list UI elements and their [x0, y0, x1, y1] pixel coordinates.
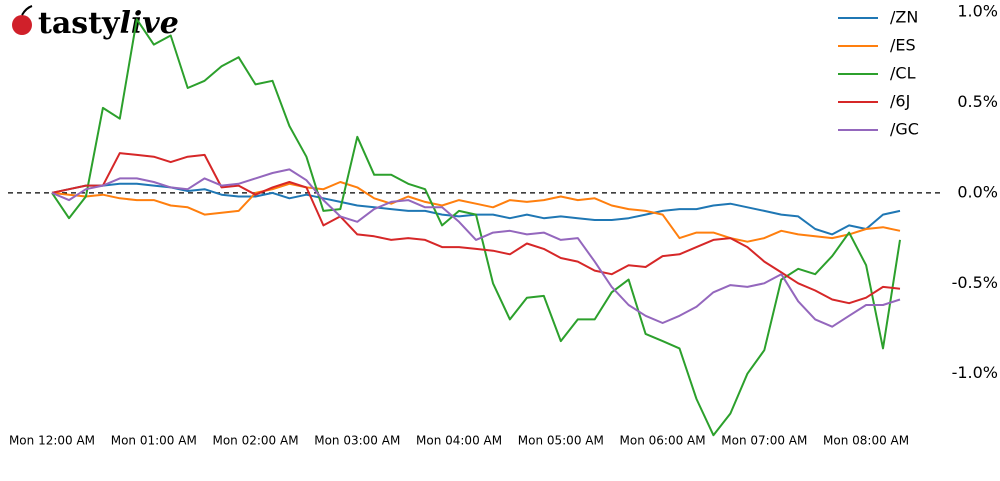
- series-line: [51, 168, 901, 328]
- x-tick-label: Mon 06:00 AM: [620, 434, 706, 448]
- x-tick-label: Mon 04:00 AM: [416, 434, 502, 448]
- series-line: [51, 18, 901, 437]
- series-line: [51, 182, 901, 236]
- logo-stem: [21, 5, 33, 16]
- x-tick-label: Mon 05:00 AM: [518, 434, 604, 448]
- x-tick-label: Mon 01:00 AM: [111, 434, 197, 448]
- x-tick-label: Mon 12:00 AM: [9, 434, 95, 448]
- logo-suffix: live: [119, 6, 178, 41]
- y-tick-label: 1.0%: [957, 2, 998, 21]
- x-tick-label: Mon 07:00 AM: [721, 434, 807, 448]
- y-tick-label: -1.0%: [952, 363, 998, 382]
- logo-prefix: tasty: [38, 6, 121, 41]
- legend-label: /ZN: [890, 8, 918, 27]
- legend-label: /CL: [890, 64, 916, 83]
- x-tick-label: Mon 08:00 AM: [823, 434, 909, 448]
- x-tick-label: Mon 03:00 AM: [314, 434, 400, 448]
- series-line: [51, 152, 901, 305]
- x-tick-label: Mon 02:00 AM: [212, 434, 298, 448]
- y-tick-label: 0.0%: [957, 182, 998, 201]
- legend-label: /ES: [890, 36, 916, 55]
- y-tick-label: 0.5%: [957, 92, 998, 111]
- series-line: [51, 181, 901, 243]
- logo-icon: [12, 15, 32, 35]
- legend-label: /GC: [890, 120, 919, 139]
- logo: tastylive: [12, 5, 179, 41]
- legend-label: /6J: [890, 92, 910, 111]
- legend: /ZN/ES/CL/6J/GC: [838, 8, 919, 139]
- logo-text: tastylive: [38, 6, 179, 41]
- y-tick-label: -0.5%: [952, 273, 998, 292]
